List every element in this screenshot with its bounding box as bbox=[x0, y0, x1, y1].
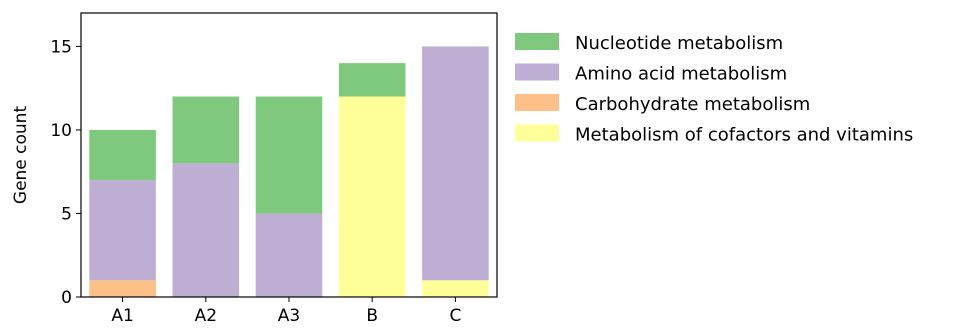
bar-c-amino-acid-metabolism bbox=[422, 46, 489, 281]
bar-a2-amino-acid-metabolism bbox=[172, 163, 240, 297]
y-tick-label-5: 5 bbox=[61, 204, 72, 224]
y-axis-label: Gene count bbox=[11, 106, 31, 205]
bar-a3-amino-acid-metabolism bbox=[255, 213, 323, 297]
x-axis: A1 A2 A3 B C bbox=[111, 297, 461, 326]
bar-b-nucleotide-metabolism bbox=[338, 63, 406, 97]
x-tick-label-c: C bbox=[449, 306, 461, 326]
bar-b-metabolism-of-cofactors-and-vitamins bbox=[338, 96, 406, 297]
bar-a3-nucleotide-metabolism bbox=[255, 96, 323, 214]
legend: Nucleotide metabolism Amino acid metaboli… bbox=[515, 33, 913, 146]
x-tick-label-b: B bbox=[366, 306, 378, 326]
y-axis: 0 5 10 15 bbox=[50, 37, 81, 308]
bar-a1-nucleotide-metabolism bbox=[89, 129, 156, 181]
bars-layer bbox=[89, 46, 489, 297]
legend-swatch-nucleotide-metabolism bbox=[515, 33, 559, 50]
bar-c-metabolism-of-cofactors-and-vitamins bbox=[422, 280, 489, 297]
legend-label-metabolism-of-cofactors-and-vitamins: Metabolism of cofactors and vitamins bbox=[575, 125, 913, 146]
bar-a2-nucleotide-metabolism bbox=[172, 96, 240, 164]
legend-swatch-metabolism-of-cofactors-and-vitamins bbox=[515, 124, 559, 142]
legend-label-nucleotide-metabolism: Nucleotide metabolism bbox=[575, 33, 783, 54]
y-tick-label-10: 10 bbox=[50, 121, 72, 141]
bar-a1-amino-acid-metabolism bbox=[89, 180, 156, 281]
y-tick-label-15: 15 bbox=[50, 37, 72, 57]
x-tick-label-a3: A3 bbox=[278, 306, 300, 326]
bar-a1-carbohydrate-metabolism bbox=[89, 280, 156, 297]
legend-label-amino-acid-metabolism: Amino acid metabolism bbox=[575, 64, 787, 85]
y-tick-label-0: 0 bbox=[61, 288, 72, 308]
legend-swatch-amino-acid-metabolism bbox=[515, 63, 559, 81]
x-tick-label-a2: A2 bbox=[195, 306, 217, 326]
x-tick-label-a1: A1 bbox=[111, 306, 133, 326]
legend-label-carbohydrate-metabolism: Carbohydrate metabolism bbox=[575, 94, 810, 115]
legend-swatch-carbohydrate-metabolism bbox=[515, 94, 559, 111]
